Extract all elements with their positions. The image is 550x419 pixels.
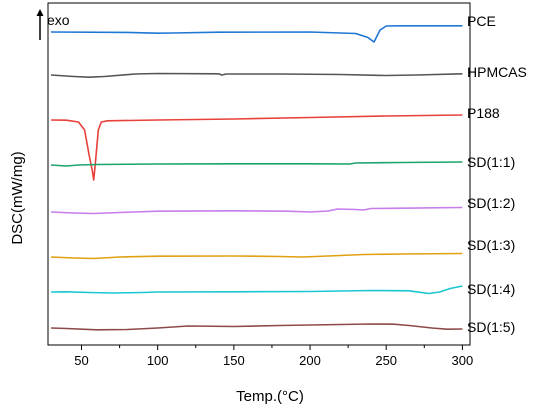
series-line-sd-1-2-: [50, 206, 463, 215]
x-axis-ticks: 50 100 150 200 250 300: [74, 345, 473, 368]
series-line-sd-1-3-: [50, 252, 463, 260]
exo-arrow-icon: [36, 9, 44, 40]
series-label: SD(1:2): [467, 195, 515, 211]
series-line-sd-1-1-: [50, 161, 463, 167]
x-tick-label: 50: [74, 353, 88, 368]
x-axis-label: Temp.(°C): [236, 388, 304, 405]
plot-border: [47, 2, 471, 346]
series-traces: [50, 25, 463, 331]
series-line-pce: [50, 25, 463, 43]
series-label: SD(1:5): [467, 319, 515, 335]
x-tick-label: 300: [452, 353, 474, 368]
series-label: HPMCAS: [467, 64, 527, 80]
series-label: P188: [467, 105, 500, 121]
series-line-sd-1-5-: [50, 323, 463, 331]
y-axis-label: DSC(mW/mg): [9, 151, 26, 244]
plot-frame: [47, 2, 471, 346]
series-labels: PCE HPMCAS P188 SD(1:1) SD(1:2) SD(1:3) SD(1:4…: [467, 13, 527, 335]
x-tick-label: 250: [375, 353, 397, 368]
series-line-sd-1-4-: [50, 285, 463, 295]
series-line-hpmcas: [50, 72, 463, 78]
series-label: SD(1:3): [467, 237, 515, 253]
x-tick-label: 100: [147, 353, 169, 368]
series-label: PCE: [467, 13, 496, 29]
x-tick-label: 150: [223, 353, 245, 368]
series-label: SD(1:1): [467, 154, 515, 170]
x-tick-label: 200: [299, 353, 321, 368]
series-label: SD(1:4): [467, 281, 515, 297]
exo-annotation: exo: [47, 12, 70, 28]
series-line-p188: [50, 114, 463, 181]
